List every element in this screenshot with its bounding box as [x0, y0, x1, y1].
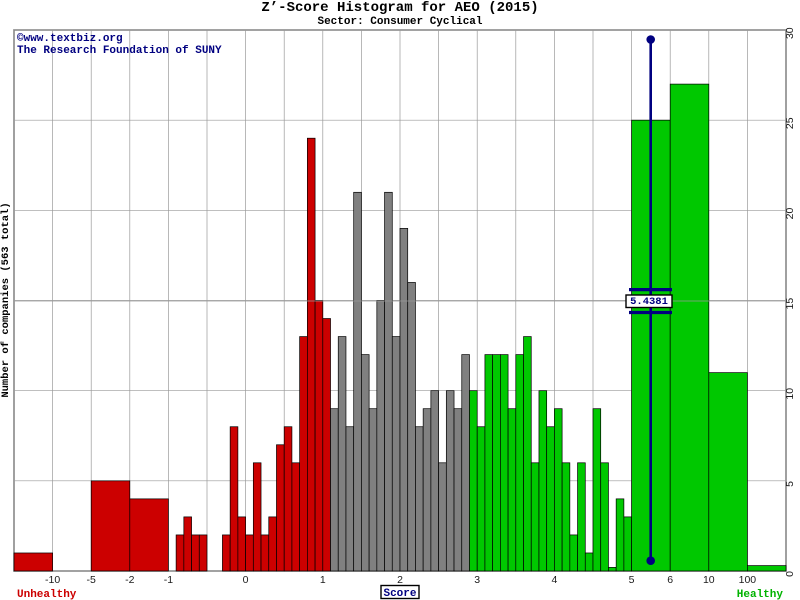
svg-text:Healthy: Healthy [737, 589, 784, 600]
svg-text:10: 10 [703, 574, 715, 586]
svg-text:20: 20 [784, 208, 796, 220]
svg-text:©www.textbiz.org: ©www.textbiz.org [17, 33, 123, 45]
svg-text:Z’-Score Histogram for AEO (20: Z’-Score Histogram for AEO (2015) [261, 0, 538, 16]
svg-text:100: 100 [739, 574, 757, 586]
svg-text:1: 1 [320, 574, 326, 586]
svg-text:4: 4 [551, 574, 557, 586]
svg-text:6: 6 [667, 574, 673, 586]
svg-text:10: 10 [784, 388, 796, 400]
svg-text:5: 5 [784, 481, 796, 487]
svg-text:-1: -1 [164, 574, 173, 586]
svg-text:0: 0 [243, 574, 249, 586]
svg-text:30: 30 [784, 27, 796, 39]
svg-text:Score: Score [383, 588, 416, 600]
svg-text:2: 2 [397, 574, 403, 586]
svg-text:Number of companies (563 total: Number of companies (563 total) [0, 202, 12, 397]
svg-text:0: 0 [784, 571, 796, 577]
svg-text:Sector: Consumer Cyclical: Sector: Consumer Cyclical [317, 16, 482, 28]
svg-text:15: 15 [784, 298, 796, 310]
svg-text:25: 25 [784, 117, 796, 129]
svg-text:-2: -2 [125, 574, 134, 586]
svg-text:3: 3 [474, 574, 480, 586]
svg-text:5.4381: 5.4381 [630, 296, 668, 308]
svg-text:-5: -5 [87, 574, 96, 586]
svg-text:Unhealthy: Unhealthy [17, 589, 77, 600]
svg-text:5: 5 [629, 574, 635, 586]
svg-text:The Research Foundation of SUN: The Research Foundation of SUNY [17, 45, 222, 57]
svg-text:-10: -10 [45, 574, 60, 586]
